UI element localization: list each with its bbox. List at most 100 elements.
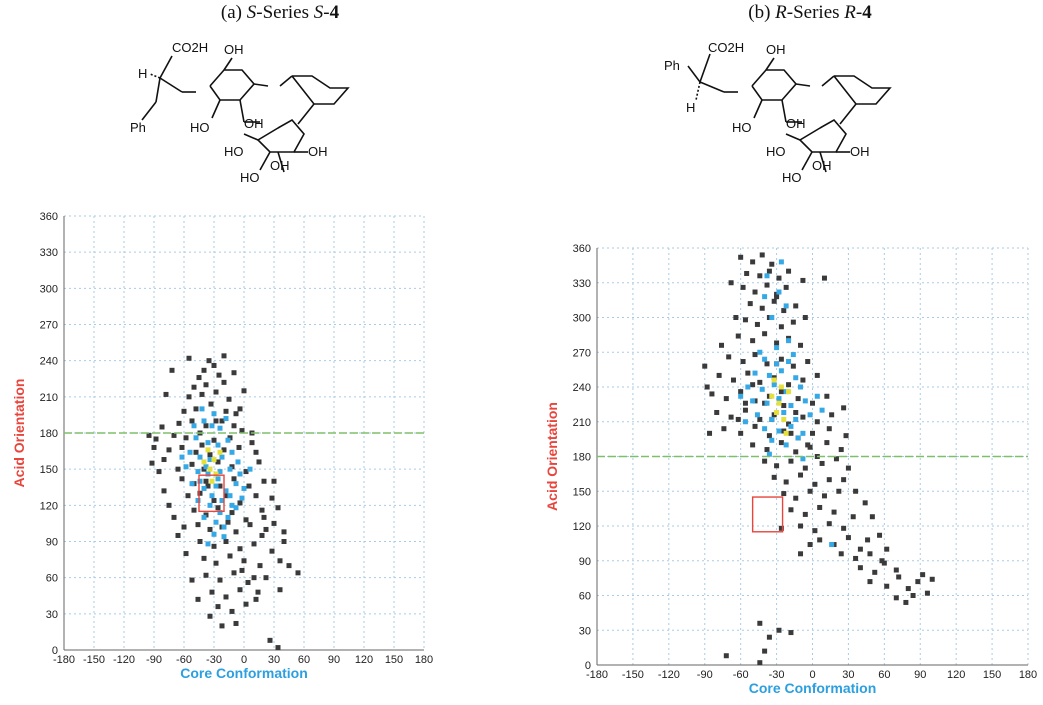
chart1-point-black-65 [738,430,744,436]
chart1-point-black-133 [728,280,734,286]
chart1-point-blue-40 [819,407,825,413]
chart0-point-black-106 [271,520,277,526]
chart0-point-black-131 [205,483,211,489]
chart1-y-tick-label-3: 90 [579,556,591,568]
chart0-point-blue-38 [179,454,185,460]
chart1-point-black-55 [728,414,734,420]
chart1-point-black-16 [781,308,787,314]
chart1-point-blue-23 [776,428,782,434]
chart1-point-black-89 [812,481,818,487]
chart1-point-black-101 [826,521,832,527]
panel-b-prefix: (b) [748,2,776,23]
chart0-point-black-34 [249,440,255,446]
chart1-point-blue-12 [750,398,756,404]
chart0-point-blue-25 [219,498,225,504]
chart1-point-black-43 [800,377,806,383]
panel-a-compound-dash: - [323,2,330,23]
chart1-point-black-90 [826,477,832,483]
chart1-point-blue-8 [759,386,765,392]
chart0-point-black-90 [237,587,243,593]
chart1-point-black-14 [759,305,765,311]
chart0-point-black-31 [207,452,213,458]
chart0-point-black-7 [221,379,227,385]
chart1-point-black-85 [833,456,839,462]
chart1-point-black-44 [814,372,820,378]
chart0-point-black-104 [286,563,292,569]
chart0-point-blue-15 [217,469,223,475]
chart0-x-tick-label-3: -90 [146,654,162,666]
chart1-point-black-102 [841,525,847,531]
chart1-point-black-62 [829,412,835,418]
chart0-point-black-55 [253,493,259,499]
chart0-point-blue-29 [213,519,219,525]
chart0-point-black-99 [161,488,167,494]
chart1-point-black-51 [795,396,801,402]
chart0-point-black-22 [171,432,177,438]
chart1-point-blue-4 [766,372,772,378]
structure-b-acid: CO2H [708,40,744,55]
chart1-y-tick-label-2: 60 [579,591,591,603]
chart1-point-black-139 [845,465,851,471]
chart0-point-black-108 [261,514,267,520]
chart1-point-black-122 [766,634,772,640]
chart1-point-blue-3 [752,370,758,376]
chart1-point-blue-0 [762,356,768,362]
panel-b-series-letter: R [775,2,787,23]
chart1-point-black-37 [716,372,722,378]
chart1-point-blue-20 [793,416,799,422]
chart1-point-blue-43 [800,456,806,462]
chart1-x-tick-label-9: 90 [914,669,926,681]
chart1-point-black-36 [805,359,811,365]
chart1-point-black-124 [788,630,794,636]
chart1-point-black-15 [771,298,777,304]
chart0-point-black-57 [191,507,197,513]
chart1-point-black-17 [793,303,799,309]
chart1-point-black-147 [798,551,804,557]
chart0-point-blue-22 [233,481,239,487]
chart0-point-yellow-0 [205,447,211,453]
chart0-y-tick-label-7: 210 [40,392,58,404]
chart0-point-black-53 [223,493,229,499]
chart0-point-blue-43 [197,478,203,484]
chart1-point-blue-1 [774,361,780,367]
chart1-point-blue-9 [771,382,777,388]
chart0-point-black-105 [281,539,287,544]
chart1-point-blue-21 [807,412,813,418]
chart0-x-tick-label-6: 0 [241,654,247,666]
chart0-point-blue-47 [233,505,239,511]
chart0-point-black-65 [207,526,213,532]
chart1-point-black-151 [742,400,748,406]
chart0-y-tick-label-9: 270 [40,320,58,332]
chart0-point-black-115 [221,353,227,359]
chart1-y-tick-label-8: 240 [573,382,591,394]
chart1-y-tick-label-9: 270 [573,347,591,359]
chart1-point-yellow-4 [786,389,792,395]
chart0-point-blue-20 [213,483,219,489]
chart0-point-black-134 [255,589,261,595]
chart1-point-black-126 [762,648,768,654]
chart0-point-black-111 [277,587,283,593]
chart0-point-black-14 [208,401,214,407]
chart1-point-black-157 [788,430,794,436]
panel-b-series-word: -Series [786,2,845,23]
chart0-point-black-18 [189,418,195,424]
chart1-point-black-74 [764,447,770,453]
chart1-point-black-140 [853,488,859,494]
chart1-point-black-115 [896,574,902,580]
chart1-point-black-10 [764,282,770,288]
chart1-point-blue-14 [776,396,782,402]
chart1-point-black-150 [750,382,756,388]
chart0-point-black-132 [225,519,231,525]
chart0-point-yellow-6 [209,478,215,484]
chart1-point-black-162 [865,537,871,543]
chart0-point-yellow-4 [207,466,213,472]
chart1-point-blue-45 [790,352,796,358]
chart0-point-yellow-1 [211,457,217,463]
chart1-point-blue-26 [769,437,775,443]
chart0-point-blue-24 [207,502,213,508]
chart0-point-black-36 [175,466,181,472]
chart0-point-blue-36 [223,416,229,422]
chart1-x-tick-label-2: -120 [658,669,680,681]
chart0-point-blue-45 [217,510,223,516]
structure-b-oh-1: OH [766,42,786,57]
